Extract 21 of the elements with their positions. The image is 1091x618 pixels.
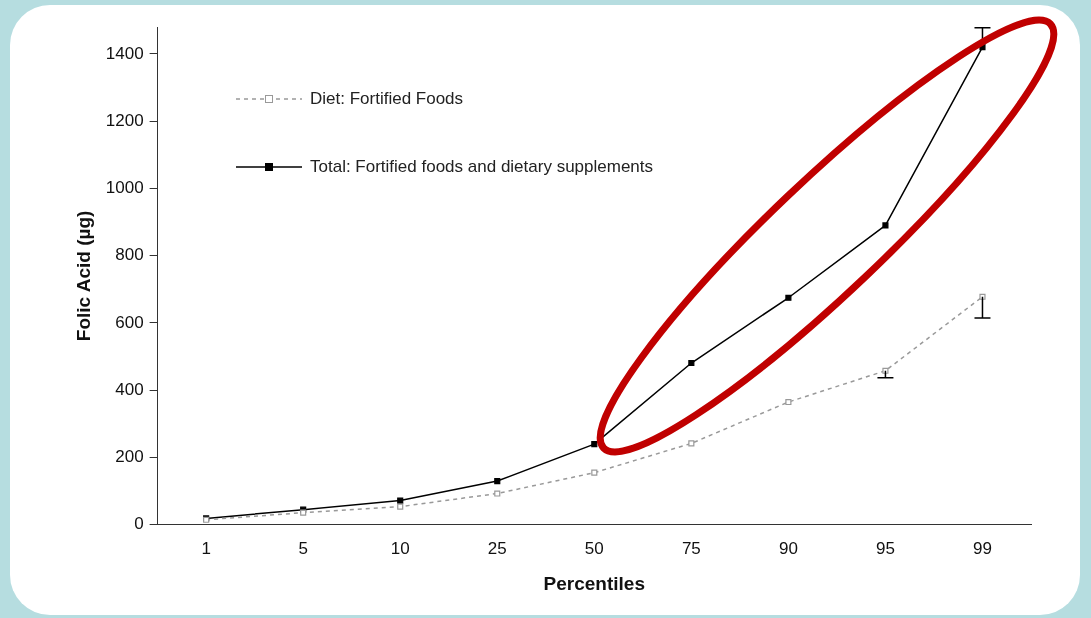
x-tick-label: 75 xyxy=(681,538,701,558)
x-axis-title: Percentiles xyxy=(543,572,646,594)
y-tick-label: 400 xyxy=(115,379,144,399)
x-tick-label: 90 xyxy=(778,538,798,558)
y-tick-label: 800 xyxy=(115,245,144,265)
y-tick-label: 1400 xyxy=(105,43,144,63)
y-tick-label: 600 xyxy=(115,312,144,332)
y-tick-label: 1200 xyxy=(105,110,144,130)
x-tick-label: 50 xyxy=(584,538,604,558)
x-tick-label: 10 xyxy=(390,538,410,558)
y-tick-label: 0 xyxy=(134,514,144,534)
x-tick-label: 25 xyxy=(487,538,507,558)
legend-label: Total: Fortified foods and dietary supplements xyxy=(310,157,654,177)
x-tick-label: 1 xyxy=(201,538,211,558)
x-tick-label: 5 xyxy=(298,538,308,558)
x-tick-label: 99 xyxy=(973,538,992,558)
y-tick-label: 1000 xyxy=(105,178,144,198)
legend-label: Diet: Fortified Foods xyxy=(310,89,464,109)
x-tick-label: 95 xyxy=(875,538,895,558)
y-tick-label: 200 xyxy=(115,447,144,467)
y-axis-title: Folic Acid (µg) xyxy=(72,210,94,342)
